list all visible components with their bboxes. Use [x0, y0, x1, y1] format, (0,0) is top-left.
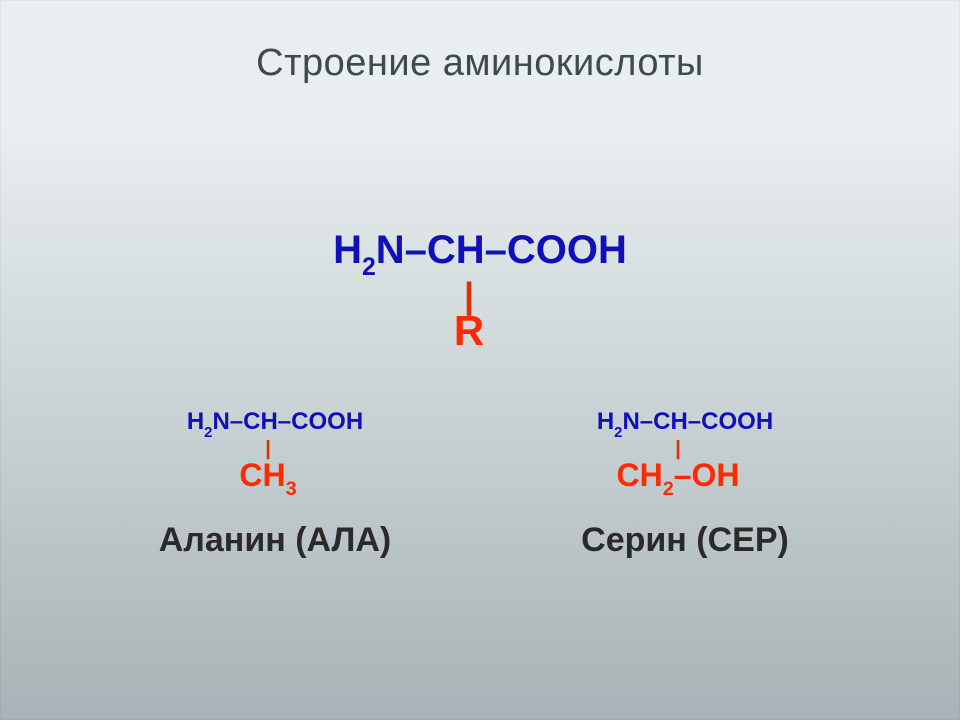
main-r-group: R — [0, 310, 960, 352]
example-alanine: H2N–CH–COOH | CH3 Аланин (АЛА) — [115, 410, 435, 560]
serine-formula: H2N–CH–COOH | CH2–OH — [525, 410, 845, 499]
serine-bond: | — [511, 440, 845, 458]
alanine-bond: | — [101, 440, 435, 458]
serine-r-group: CH2–OH — [511, 458, 845, 499]
main-amino-acid-formula: H2N–CH–COOH | R — [0, 230, 960, 352]
slide-root: Строение аминокислоты H2N–CH–COOH | R H2… — [0, 0, 960, 720]
alanine-name: Аланин (АЛА) — [115, 521, 435, 560]
slide-title: Строение аминокислоты — [0, 42, 960, 85]
example-serine: H2N–CH–COOH | CH2–OH Серин (СЕР) — [525, 410, 845, 560]
serine-name: Серин (СЕР) — [525, 521, 845, 560]
serine-backbone: H2N–CH–COOH — [525, 410, 845, 439]
main-backbone: H2N–CH–COOH — [0, 230, 960, 278]
examples-row: H2N–CH–COOH | CH3 Аланин (АЛА) H2N–CH–CO… — [0, 410, 960, 560]
alanine-r-group: CH3 — [101, 458, 435, 499]
slide-border — [0, 0, 960, 720]
alanine-backbone: H2N–CH–COOH — [115, 410, 435, 439]
alanine-formula: H2N–CH–COOH | CH3 — [115, 410, 435, 499]
